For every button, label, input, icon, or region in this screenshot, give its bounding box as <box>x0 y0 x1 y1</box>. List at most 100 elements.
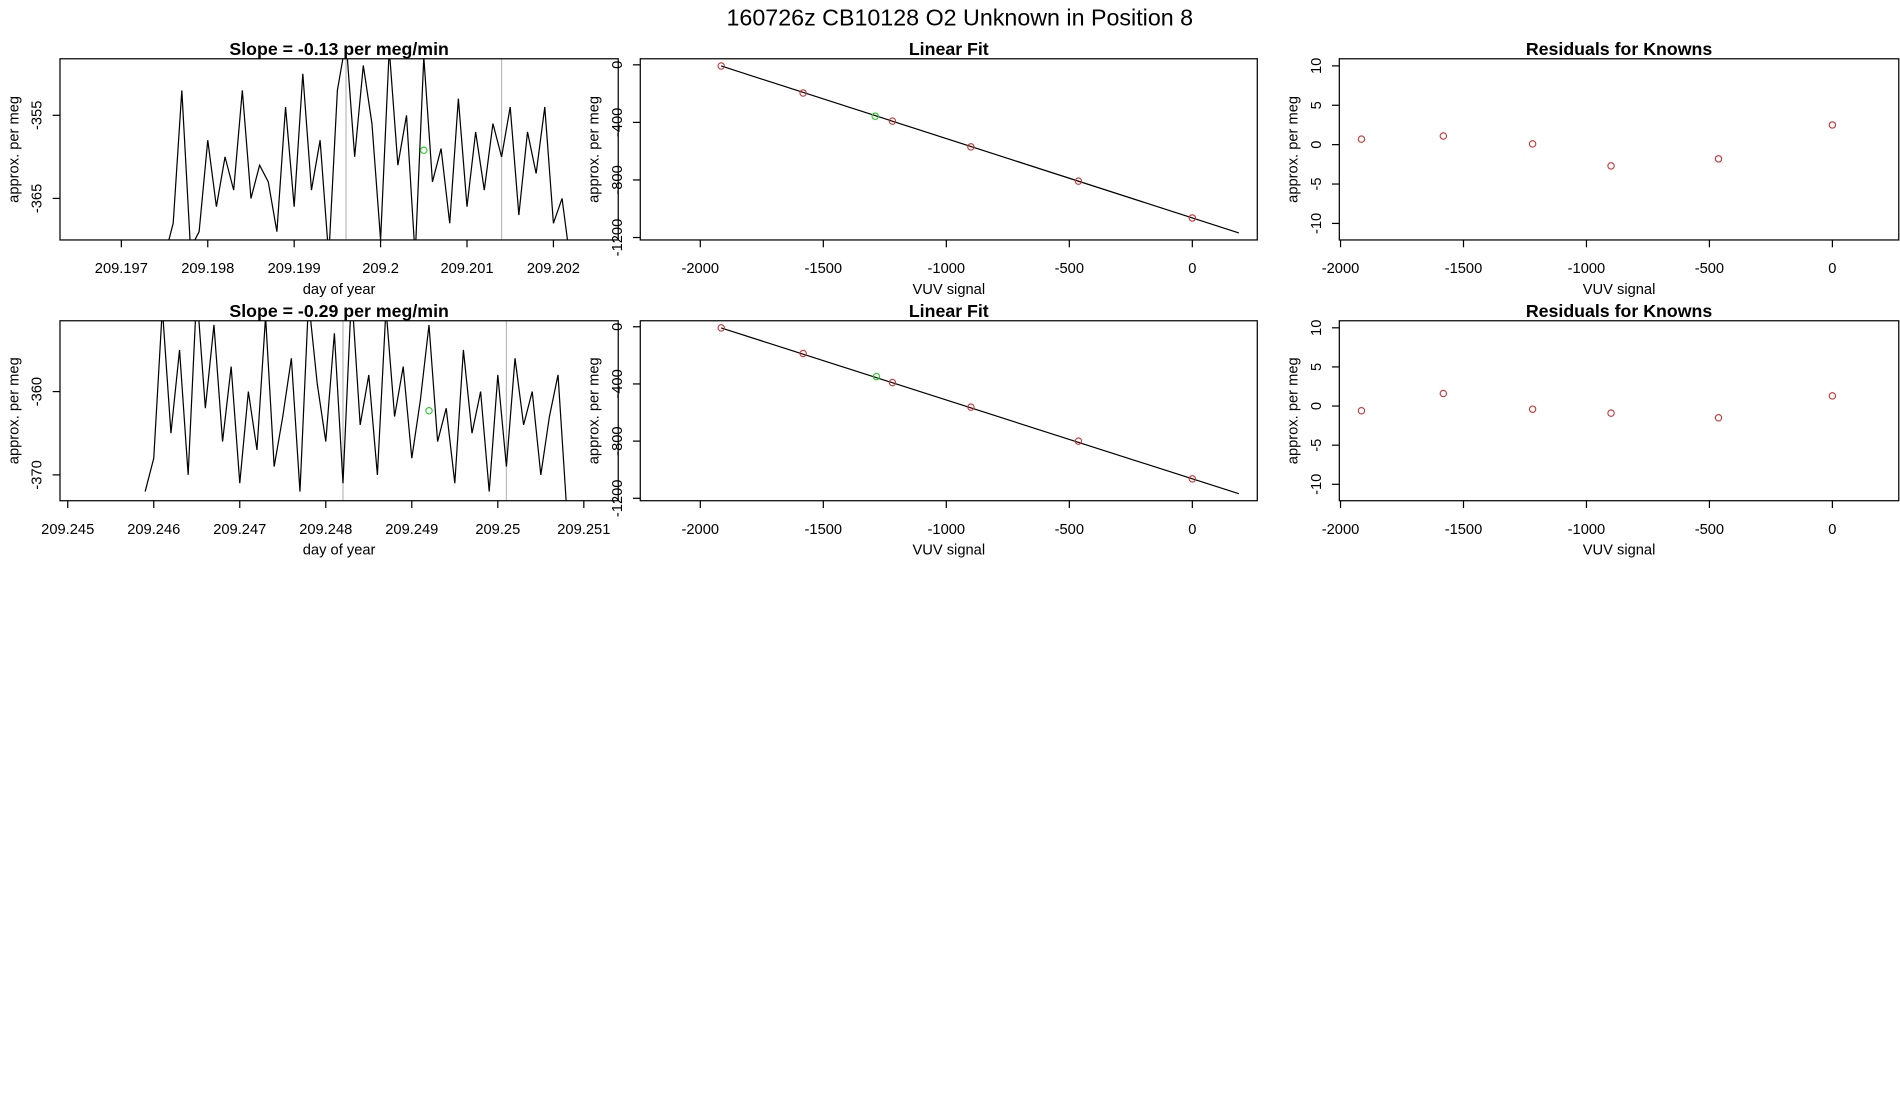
y-axis-label: approx. per meg <box>1286 96 1302 203</box>
point <box>967 403 975 411</box>
plot-frame <box>639 58 1258 241</box>
point <box>1188 475 1197 483</box>
y-tick-label: -10 <box>1309 474 1325 495</box>
y-axis-label: approx. per meg <box>587 96 603 203</box>
fit-line <box>721 65 1240 234</box>
y-tick-label: 0 <box>610 323 626 331</box>
x-tick-label: -1500 <box>805 522 843 538</box>
point <box>799 89 807 97</box>
plot-frame <box>59 320 619 502</box>
y-tick-label: -355 <box>30 101 46 130</box>
panel: Linear Fit VUV signal approx. per meg -2000… <box>587 39 1258 298</box>
panel-title: Slope = -0.13 per meg/min <box>229 39 448 59</box>
panel-title: Slope = -0.29 per meg/min <box>229 301 448 321</box>
x-tick-label: 0 <box>1828 522 1836 538</box>
plot-area <box>168 58 569 240</box>
plot-area <box>1357 121 1837 170</box>
x-tick-label: -500 <box>1055 522 1084 538</box>
panel-title: Linear Fit <box>909 301 989 321</box>
y-axis-label: approx. per meg <box>6 96 22 203</box>
y-axis-label: approx. per meg <box>587 357 603 464</box>
y-axis-label: approx. per meg <box>1286 357 1302 464</box>
point <box>1528 405 1537 413</box>
y-tick-label: 0 <box>1309 402 1325 410</box>
panel: Residuals for Knowns VUV signal approx. pe… <box>1286 39 1900 298</box>
point <box>799 349 807 358</box>
point <box>1828 121 1837 129</box>
y-tick-label: 5 <box>1309 363 1325 371</box>
x-tick-label: 209.25 <box>475 522 520 538</box>
x-axis-label: VUV signal <box>912 543 985 559</box>
fit-line <box>721 327 1240 495</box>
point <box>888 378 897 387</box>
point <box>888 117 897 125</box>
point <box>1357 135 1366 143</box>
x-tick-label: 0 <box>1188 261 1196 277</box>
x-axis-label: VUV signal <box>1583 282 1656 298</box>
point <box>872 372 881 381</box>
y-tick-label: 0 <box>1309 141 1325 149</box>
point <box>871 112 879 120</box>
panel: Linear Fit VUV signal approx. per meg -2000… <box>587 301 1258 559</box>
x-tick-label: 209.199 <box>268 261 321 277</box>
x-tick-label: -2000 <box>1322 261 1360 277</box>
x-tick-label: -1000 <box>928 522 966 538</box>
x-tick-label: -1000 <box>1568 261 1606 277</box>
point <box>425 407 433 415</box>
panel: Residuals for Knowns VUV signal approx. pe… <box>1286 301 1900 559</box>
y-tick-label: 10 <box>1309 320 1325 336</box>
y-tick-label: -5 <box>1309 439 1325 452</box>
panel-title: Residuals for Knowns <box>1526 301 1713 321</box>
y-tick-label: -1200 <box>610 480 626 518</box>
plot-frame <box>639 320 1258 502</box>
plot-frame <box>1338 58 1900 241</box>
x-tick-label: 209.247 <box>213 522 266 538</box>
data-line <box>144 320 567 501</box>
point <box>1607 409 1615 417</box>
plot-area <box>717 62 1240 234</box>
x-tick-label: 0 <box>1828 261 1836 277</box>
y-axis-label: approx. per meg <box>6 357 22 464</box>
point <box>1074 177 1083 185</box>
x-tick-label: 209.245 <box>41 522 94 538</box>
x-tick-label: -1500 <box>805 261 843 277</box>
plot-area <box>1357 389 1837 422</box>
x-tick-label: -500 <box>1055 261 1084 277</box>
x-tick-label: -2000 <box>1322 522 1360 538</box>
point <box>1714 414 1723 422</box>
point <box>1074 437 1083 445</box>
panel-title: Linear Fit <box>909 39 989 59</box>
point <box>1828 392 1837 400</box>
y-tick-label: -1200 <box>610 219 626 257</box>
x-tick-label: -2000 <box>682 522 720 538</box>
x-tick-label: 209.197 <box>95 261 148 277</box>
y-tick-label: -800 <box>610 165 626 194</box>
x-tick-label: 209.251 <box>557 522 610 538</box>
x-axis-label: day of year <box>303 543 376 559</box>
y-tick-label: 5 <box>1309 101 1325 109</box>
y-tick-label: -370 <box>30 460 46 489</box>
x-axis-label: day of year <box>303 282 376 298</box>
point <box>1439 132 1448 140</box>
y-tick-label: -365 <box>30 184 46 213</box>
panel: Slope = -0.29 per meg/min day of year appr… <box>6 301 619 559</box>
point <box>1714 155 1723 163</box>
x-tick-label: 209.2 <box>362 261 399 277</box>
x-tick-label: -1000 <box>1568 522 1606 538</box>
x-axis-label: VUV signal <box>1583 543 1656 559</box>
plot-frame <box>59 58 619 241</box>
x-tick-label: -500 <box>1695 522 1724 538</box>
point <box>1357 407 1366 415</box>
y-tick-label: 0 <box>610 61 626 69</box>
y-tick-label: -400 <box>610 108 626 137</box>
point <box>1607 162 1615 170</box>
y-tick-label: 10 <box>1309 58 1325 74</box>
x-tick-label: -2000 <box>682 261 720 277</box>
panel: Slope = -0.13 per meg/min day of year appr… <box>6 39 619 298</box>
point <box>420 146 428 154</box>
data-line <box>168 58 569 240</box>
y-tick-label: -10 <box>1309 213 1325 234</box>
x-tick-label: -500 <box>1695 261 1724 277</box>
